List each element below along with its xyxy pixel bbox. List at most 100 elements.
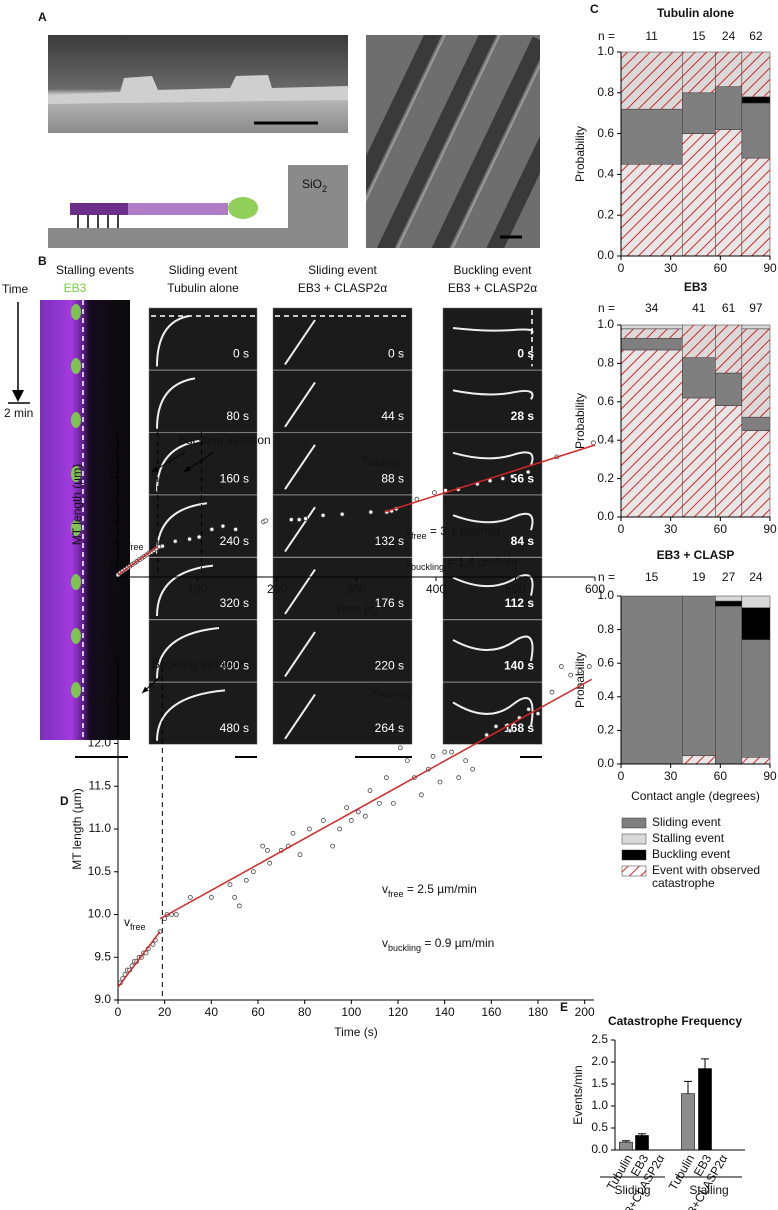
data-point <box>172 538 178 544</box>
annotation-part: buckling <box>378 689 411 699</box>
x-tick-label: 0 <box>115 582 122 596</box>
frame-time: 140 s <box>504 659 534 673</box>
kymograph <box>40 300 130 758</box>
x-axis-label: Contact angle (degrees) <box>631 789 760 803</box>
y-tick-label: 20 <box>98 426 112 440</box>
y-tick-label: 0.4 <box>597 167 614 181</box>
filament <box>452 451 534 466</box>
frame <box>272 494 413 558</box>
y-tick-label: 11.5 <box>89 778 112 792</box>
data-point <box>493 724 499 729</box>
error-bar <box>638 1133 646 1136</box>
y-tick-label: 12 <box>98 513 112 527</box>
catastrophe-hatch <box>621 328 683 339</box>
y-tick-label: 0.2 <box>597 471 614 485</box>
catastrophe-hatch <box>621 52 683 110</box>
panel-label: B <box>38 254 47 268</box>
chart-title: Catastrophe Frequency <box>608 1014 742 1028</box>
catastrophe-hatch <box>682 133 716 256</box>
frame-time: 88 s <box>381 471 404 485</box>
annotation-part: = 2.5 µm/min <box>404 882 477 896</box>
sem-image <box>48 35 348 133</box>
frame <box>148 307 258 371</box>
data-point <box>232 895 238 900</box>
x-tick-label: 30 <box>664 522 678 536</box>
n-label: n = <box>598 570 615 584</box>
y-tick-label: 14 <box>98 491 112 505</box>
data-point <box>355 809 361 815</box>
filament <box>156 315 190 367</box>
material-label: SiO2 <box>302 177 327 194</box>
eb3-comet <box>71 412 81 428</box>
arrow-head <box>184 466 191 472</box>
y-tick-label: 0.2 <box>597 207 614 221</box>
x-tick-label: 0 <box>618 769 625 783</box>
data-point <box>376 800 382 806</box>
bar <box>698 1068 712 1151</box>
filament <box>156 439 202 492</box>
data-point <box>236 903 242 909</box>
data-point <box>288 517 294 523</box>
x-tick-label: 180 <box>528 1005 548 1019</box>
x-tick-label: 30 <box>664 769 678 783</box>
chart-title: EB3 <box>684 280 708 294</box>
legend-entry: Buckling event <box>652 848 730 861</box>
annotation: vbuckling = 0.9 µm/min <box>382 936 494 953</box>
frame-time: 400 s <box>220 659 249 673</box>
data-point <box>264 847 270 853</box>
x-tick-label: 90 <box>763 522 777 536</box>
time-label: Time <box>2 282 29 296</box>
y-tick-label: 9.0 <box>94 992 111 1006</box>
eb3-comet <box>71 466 81 482</box>
x-tick-label: 200 <box>267 582 287 596</box>
frame <box>272 370 413 433</box>
fit-line <box>117 546 159 576</box>
y-tick-label: 0.4 <box>597 432 614 446</box>
x-tick-label: 120 <box>388 1005 408 1019</box>
frame <box>148 494 258 558</box>
frame <box>272 432 413 495</box>
data-point <box>442 749 448 755</box>
x-tick-label: 400 <box>426 582 446 596</box>
legend-label: Sliding event <box>652 816 721 829</box>
arrow-head <box>152 466 159 472</box>
filament <box>284 444 316 490</box>
frame <box>442 307 543 371</box>
frame <box>442 619 543 683</box>
annotation-part: buckling <box>411 562 444 572</box>
legend-swatch <box>621 865 647 877</box>
segment <box>682 357 716 399</box>
catastrophe-hatch <box>621 164 683 256</box>
data-point <box>368 509 374 515</box>
filament <box>284 381 316 428</box>
data-point <box>430 753 436 759</box>
frame <box>442 557 543 620</box>
data-point <box>367 788 373 793</box>
frame <box>272 307 413 371</box>
data-point <box>296 517 302 523</box>
frame-time: 176 s <box>375 596 404 610</box>
frame <box>442 494 543 558</box>
filament <box>452 574 534 596</box>
x-tick-label: 0 <box>618 261 625 275</box>
filament <box>156 377 196 429</box>
segment <box>715 600 743 607</box>
annotation-part: free <box>130 922 146 932</box>
filament <box>156 689 226 741</box>
n-value: 24 <box>749 570 763 584</box>
n-value: 34 <box>645 301 659 315</box>
annotation-part: = 3.1 µm/min <box>427 524 500 538</box>
frame-time: 80 s <box>226 409 249 423</box>
panel-label: A <box>38 10 47 24</box>
y-tick-label: 8 <box>104 556 111 570</box>
marker-label: EB3 <box>64 281 87 295</box>
x-tick-label: 200 <box>575 1005 595 1019</box>
y-axis-label: Events/min <box>571 1065 585 1124</box>
data-point <box>577 668 583 674</box>
y-tick-label: 0.6 <box>597 394 614 408</box>
catastrophe-hatch <box>682 397 716 517</box>
catastrophe-hatch <box>741 757 770 764</box>
filament <box>156 502 208 554</box>
n-value: 19 <box>692 570 706 584</box>
data-point <box>348 818 354 823</box>
